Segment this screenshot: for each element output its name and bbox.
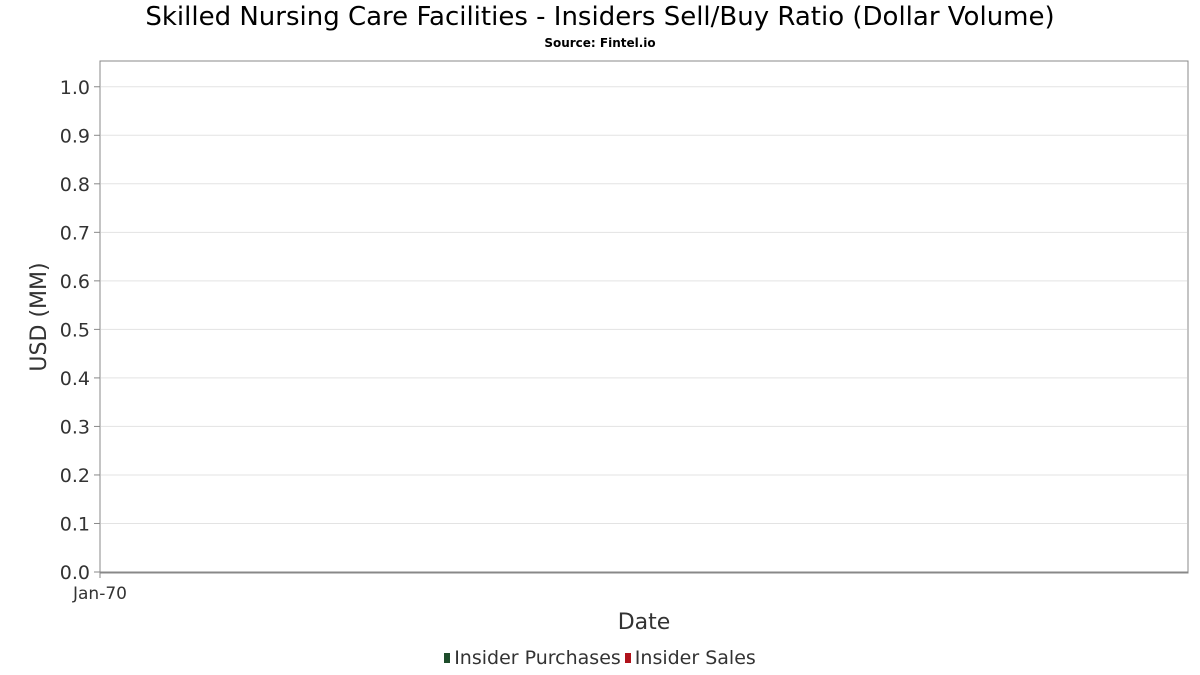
legend-label-sales: Insider Sales [634, 647, 756, 669]
chart-title: Skilled Nursing Care Facilities - Inside… [145, 2, 1055, 32]
x-axis-ticks: Jan-70 [72, 573, 127, 604]
legend-label-purchases: Insider Purchases [454, 647, 621, 669]
y-tick-label: 0.5 [60, 319, 90, 341]
y-tick-label: 0.4 [60, 368, 90, 390]
y-tick-label: 0.2 [60, 465, 90, 487]
grid-lines [100, 86, 1188, 573]
legend-swatch-sales [624, 653, 631, 663]
y-axis-ticks: 0.0 0.1 0.2 0.3 0.4 0.5 0.6 0.7 0.8 0.9 1.0 [60, 77, 100, 584]
y-tick-label: 0.7 [60, 222, 90, 244]
legend-item-purchases: Insider Purchases [444, 647, 621, 669]
y-tick-label: 0.1 [60, 513, 90, 535]
legend: Insider Purchases Insider Sales [0, 647, 1200, 669]
y-tick-label: 0.0 [60, 562, 90, 584]
y-tick-label: 0.9 [60, 125, 90, 147]
y-tick-label: 0.8 [60, 174, 90, 196]
legend-item-sales: Insider Sales [624, 647, 756, 669]
x-tick-label: Jan-70 [72, 584, 127, 604]
plot-frame [99, 60, 1189, 574]
y-tick-label: 0.6 [60, 271, 90, 293]
y-tick-label: 0.3 [60, 416, 90, 438]
y-tick-label: 1.0 [60, 77, 90, 99]
chart-subtitle: Source: Fintel.io [544, 36, 656, 50]
x-axis-label: Date [618, 610, 671, 635]
legend-swatch-purchases [444, 653, 451, 663]
y-axis-label: USD (MM) [27, 262, 52, 371]
